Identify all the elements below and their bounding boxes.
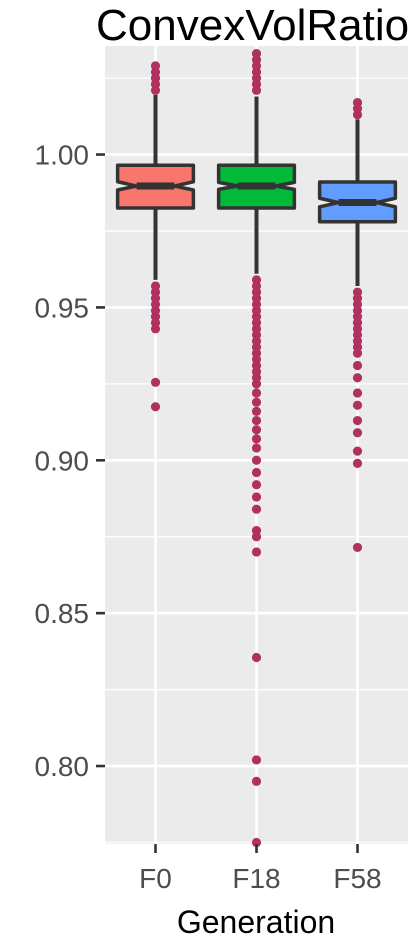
outlier-point: [251, 379, 262, 389]
outlier-point: [251, 388, 262, 398]
outlier-point: [251, 755, 262, 765]
y-tick-label: 1.00: [35, 140, 90, 171]
x-axis-title: Generation: [177, 904, 335, 940]
outlier-points: [150, 49, 363, 848]
y-tick-label: 0.85: [35, 598, 90, 629]
outlier-point: [150, 402, 161, 412]
outlier-point: [251, 776, 262, 786]
whiskers: [153, 94, 360, 287]
outlier-point: [352, 446, 363, 456]
y-tick-label: 0.95: [35, 292, 90, 323]
outlier-point: [251, 467, 262, 478]
outlier-point: [251, 406, 262, 416]
outlier-point: [251, 480, 262, 490]
y-axis: 0.80 0.85 0.90 0.95 1.00: [35, 140, 105, 782]
chart-title: ConvexVolRatio: [96, 1, 409, 50]
outlier-point: [352, 373, 363, 383]
y-tick-label: 0.90: [35, 445, 90, 476]
outlier-point: [251, 455, 262, 465]
outlier-point: [251, 652, 262, 663]
y-tick-label: 0.80: [35, 751, 90, 782]
x-tick-label: F0: [139, 863, 172, 894]
x-axis: F0 F18 F58: [139, 844, 382, 894]
outlier-point: [251, 425, 262, 435]
x-tick-label: F58: [333, 863, 381, 894]
outlier-point: [352, 360, 363, 371]
outlier-point: [150, 377, 161, 387]
outlier-point: [352, 415, 363, 426]
outlier-point: [352, 388, 363, 398]
outlier-point: [352, 458, 363, 468]
outlier-point: [352, 428, 363, 438]
x-tick-label: F18: [232, 863, 280, 894]
outlier-point: [352, 110, 363, 120]
outlier-point: [352, 542, 363, 553]
outlier-point: [251, 532, 262, 542]
outlier-point: [251, 492, 262, 502]
boxes: [115, 163, 398, 224]
outlier-point: [251, 85, 262, 95]
outlier-point: [251, 397, 262, 407]
outlier-point: [251, 434, 262, 444]
outlier-point: [251, 443, 262, 453]
outlier-point: [150, 324, 161, 334]
outlier-point: [251, 415, 262, 426]
outlier-point: [352, 400, 363, 410]
outlier-point: [251, 547, 262, 557]
outlier-point: [251, 504, 262, 514]
outlier-point: [251, 837, 262, 848]
outlier-point: [352, 348, 363, 358]
outlier-point: [150, 85, 161, 95]
